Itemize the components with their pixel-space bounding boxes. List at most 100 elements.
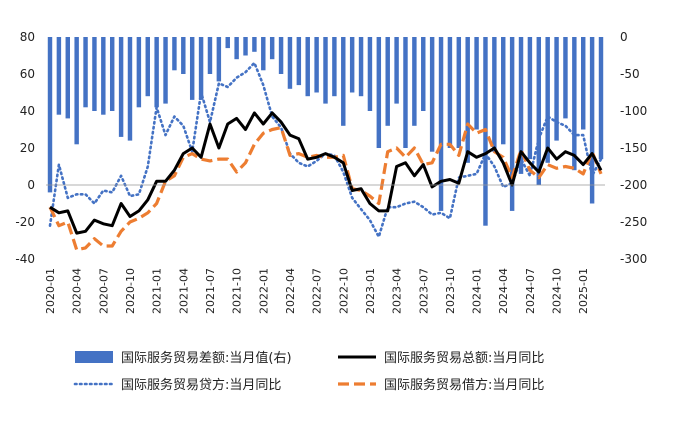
bar-2024-06 <box>518 37 524 174</box>
bar-2023-01 <box>367 37 373 111</box>
x-tick-label: 2022-10 <box>337 268 350 314</box>
right-y-tick-label: -200 <box>620 178 647 192</box>
bar-2021-10 <box>234 37 239 60</box>
bar-2024-03 <box>492 37 497 152</box>
x-tick-label: 2022-04 <box>284 268 297 314</box>
bar-2023-04 <box>394 37 399 104</box>
bar-2020-02 <box>56 37 62 115</box>
bar-2023-07 <box>421 37 426 111</box>
bar-2022-12 <box>358 37 364 97</box>
x-tick-label: 2023-04 <box>391 268 404 314</box>
bar-2021-05 <box>189 37 195 100</box>
x-tick-label: 2022-01 <box>257 268 270 314</box>
bar-2024-01 <box>474 37 479 130</box>
x-tick-label: 2024-10 <box>551 268 564 314</box>
x-tick-label: 2024-01 <box>471 268 484 314</box>
bar-2021-06 <box>198 37 204 100</box>
bar-2021-01 <box>154 37 159 108</box>
x-tick-label: 2021-01 <box>151 268 164 314</box>
bar-2020-11 <box>136 37 142 108</box>
bar-2024-11 <box>563 37 568 119</box>
x-tick-label: 2020-07 <box>97 268 110 314</box>
bar-2022-09 <box>332 37 337 97</box>
legend-label: 国际服务贸易借方:当月同比 <box>384 377 544 393</box>
bar-series-trade-balance <box>47 37 604 226</box>
bar-2025-03 <box>598 37 604 160</box>
bar-2020-06 <box>92 37 97 111</box>
bar-2022-10 <box>341 37 346 126</box>
bar-2022-02 <box>269 37 275 60</box>
bar-2022-01 <box>261 37 266 71</box>
bar-2024-08 <box>536 37 542 185</box>
x-tick-label: 2020-01 <box>44 268 57 314</box>
bar-2023-05 <box>403 37 408 148</box>
bar-2021-02 <box>163 37 168 104</box>
bar-2020-10 <box>127 37 133 141</box>
right-y-tick-label: 0 <box>620 30 628 44</box>
left-y-tick-label: -20 <box>15 215 35 229</box>
legend-label: 国际服务贸易总额:当月同比 <box>384 350 544 366</box>
right-y-tick-label: -300 <box>620 252 647 266</box>
x-tick-label: 2023-01 <box>364 268 377 314</box>
bar-2021-04 <box>181 37 186 74</box>
bar-2020-03 <box>65 37 70 119</box>
bar-2022-11 <box>349 37 355 93</box>
bar-2021-11 <box>243 37 248 56</box>
bar-2020-05 <box>83 37 88 108</box>
bar-2020-04 <box>74 37 79 145</box>
right-y-axis: 0 -50 -100 -150 -200 -250 -300 <box>620 30 647 266</box>
x-axis: 2020-01 2020-04 2020-07 2020-10 2021-01 2021-… <box>44 184 605 314</box>
x-tick-label: 2024-04 <box>497 268 510 314</box>
right-y-tick-label: -250 <box>620 215 647 229</box>
bar-2022-07 <box>314 37 319 93</box>
bar-2022-05 <box>296 37 302 86</box>
left-y-tick-label: -40 <box>15 252 35 266</box>
bar-2023-11 <box>456 37 462 148</box>
bar-2023-03 <box>385 37 390 126</box>
x-tick-label: 2023-10 <box>444 268 457 314</box>
bar-2022-08 <box>323 37 328 104</box>
bar-2024-07 <box>527 37 533 160</box>
left-y-tick-label: 60 <box>20 67 35 81</box>
x-tick-label: 2024-07 <box>524 268 537 314</box>
x-tick-label: 2021-04 <box>177 268 190 314</box>
bar-2020-09 <box>118 37 124 137</box>
x-tick-label: 2020-10 <box>124 268 137 314</box>
bar-2021-08 <box>216 37 222 82</box>
x-tick-label: 2025-01 <box>577 268 590 314</box>
left-y-tick-label: 20 <box>20 141 35 155</box>
right-y-tick-label: -100 <box>620 104 647 118</box>
x-tick-label: 2021-10 <box>231 268 244 314</box>
left-y-tick-label: 80 <box>20 30 35 44</box>
bar-2021-12 <box>252 37 257 52</box>
x-tick-label: 2020-04 <box>71 268 84 314</box>
bar-2021-07 <box>207 37 213 74</box>
bar-2022-04 <box>287 37 293 89</box>
bar-2023-08 <box>429 37 435 152</box>
legend-swatch-bar <box>75 351 113 363</box>
bar-2020-01 <box>47 37 53 193</box>
line-total-yoy <box>49 111 603 235</box>
bar-2023-10 <box>447 37 453 148</box>
bar-2020-07 <box>101 37 106 115</box>
bar-2023-06 <box>412 37 417 126</box>
bar-2021-09 <box>225 37 230 49</box>
bar-2020-08 <box>109 37 115 111</box>
legend: 国际服务贸易差额:当月值(右) 国际服务贸易总额:当月同比国际服务贸易贷方:当月同… <box>73 350 544 393</box>
bar-2024-05 <box>509 37 515 211</box>
right-y-tick-label: -50 <box>620 67 640 81</box>
bar-2023-02 <box>376 37 382 148</box>
x-tick-label: 2021-07 <box>204 268 217 314</box>
bar-2024-09 <box>545 37 550 163</box>
bar-2023-09 <box>438 37 444 211</box>
bar-2024-10 <box>554 37 559 141</box>
x-tick-label: 2023-07 <box>417 268 430 314</box>
bar-2022-06 <box>305 37 310 97</box>
bar-2020-12 <box>145 37 150 97</box>
legend-label: 国际服务贸易贷方:当月同比 <box>121 377 281 393</box>
bar-2024-04 <box>501 37 506 145</box>
bar-2024-12 <box>572 37 577 171</box>
legend-label: 国际服务贸易差额:当月值(右) <box>121 350 292 366</box>
x-tick-label: 2022-07 <box>311 268 324 314</box>
